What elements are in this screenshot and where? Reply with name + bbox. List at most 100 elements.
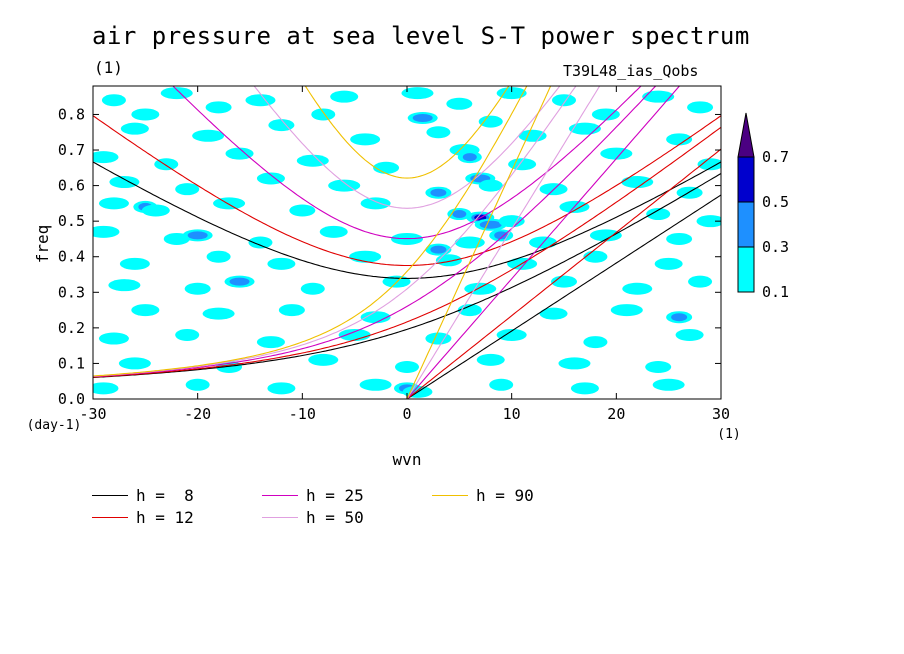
spectrum-patch bbox=[328, 179, 361, 192]
y-tick-label: 0.3 bbox=[58, 283, 85, 301]
y-tick-label: 0.7 bbox=[58, 141, 85, 159]
legend-item: h = 25 bbox=[262, 486, 364, 505]
spectrum-patch bbox=[479, 220, 502, 229]
spectrum-patch bbox=[589, 229, 622, 242]
y-axis-label: freq bbox=[33, 225, 52, 264]
chart-subtitle-unit: (1) bbox=[94, 58, 123, 77]
spectrum-patch bbox=[267, 257, 296, 270]
spectrum-contours bbox=[93, 87, 721, 398]
y-tick-label: 0.5 bbox=[58, 212, 85, 230]
spectrum-patch bbox=[478, 115, 503, 128]
spectrum-patch bbox=[175, 328, 200, 341]
mixed-rossby-gravity-curve bbox=[93, 86, 577, 377]
colorbar-segment bbox=[737, 246, 755, 293]
spectrum-patch bbox=[539, 307, 568, 320]
spectrum-patch bbox=[109, 176, 140, 189]
x-tick-label: 20 bbox=[607, 405, 625, 423]
spectrum-patch bbox=[141, 204, 170, 217]
spectrum-patch bbox=[666, 232, 693, 245]
spectrum-patch bbox=[93, 151, 119, 164]
kelvin-curve bbox=[406, 148, 721, 399]
spectrum-patch bbox=[478, 179, 503, 192]
x-axis-label: wvn bbox=[393, 450, 422, 469]
spectrum-patch bbox=[175, 183, 200, 196]
colorbar-label: 0.7 bbox=[762, 148, 789, 166]
spectrum-patch bbox=[359, 378, 392, 391]
spectrum-patch bbox=[256, 172, 285, 185]
spectrum-patch bbox=[119, 257, 150, 270]
dispersion-curves bbox=[93, 86, 721, 399]
spectrum-patch bbox=[425, 332, 452, 345]
spectrum-patch bbox=[652, 378, 685, 391]
legend-item: h = 90 bbox=[432, 485, 534, 505]
spectrum-patch bbox=[160, 87, 193, 100]
spectrum-patch bbox=[319, 225, 348, 238]
spectrum-patch bbox=[508, 158, 537, 171]
spectrum-patch bbox=[452, 210, 467, 219]
spectrum-patch bbox=[118, 357, 151, 370]
spectrum-patch bbox=[330, 90, 359, 103]
spectrum-patch bbox=[412, 114, 433, 123]
spectrum-patch bbox=[202, 307, 235, 320]
kelvin-curve bbox=[406, 194, 721, 399]
colorbar-label: 0.3 bbox=[762, 238, 789, 256]
inertia-gravity-curve bbox=[172, 86, 642, 240]
spectrum-patch bbox=[583, 336, 608, 349]
spectrum-patch bbox=[184, 282, 211, 295]
spectrum-patch bbox=[666, 133, 693, 146]
spectrum-patch bbox=[430, 188, 447, 197]
legend-label: h = 12 bbox=[136, 507, 194, 527]
spectrum-patch bbox=[518, 129, 547, 142]
spectrum-patch bbox=[671, 313, 688, 322]
spectrum-patch bbox=[498, 215, 525, 228]
spectrum-patch bbox=[225, 147, 254, 160]
colorbar-extension bbox=[737, 112, 755, 158]
mixed-rossby-gravity-curve bbox=[93, 86, 528, 377]
y-axis: 0.0 0.1 0.2 0.3 0.4 0.5 0.6 0.7 0.8 bbox=[58, 105, 721, 408]
x-axis-unit: (1) bbox=[717, 427, 740, 442]
spectrum-patch bbox=[206, 250, 231, 263]
spectrum-patch bbox=[213, 197, 246, 210]
legend-item: h = 8 bbox=[92, 486, 194, 505]
spectrum-patch bbox=[697, 158, 721, 171]
spectrum-patch bbox=[496, 87, 527, 100]
spectrum-patch bbox=[600, 147, 633, 160]
spectrum-patch bbox=[192, 129, 225, 142]
spectrum-patch bbox=[494, 231, 509, 240]
spectrum-patch bbox=[401, 87, 434, 100]
spectrum-patch bbox=[462, 153, 477, 162]
spectrum-patch bbox=[278, 304, 305, 317]
spectrum-patch bbox=[101, 94, 126, 107]
spectrum-patch bbox=[205, 101, 232, 114]
spectrum-patch bbox=[426, 126, 451, 139]
x-tick-label: -30 bbox=[79, 405, 106, 423]
spectrum-patch bbox=[558, 357, 591, 370]
y-tick-label: 0.4 bbox=[58, 248, 85, 266]
x-tick-label: 10 bbox=[503, 405, 521, 423]
inertia-gravity-curve bbox=[93, 161, 721, 279]
spectrum-patch bbox=[552, 94, 576, 107]
mixed-rossby-gravity-curve bbox=[93, 126, 721, 378]
spectrum-patch bbox=[187, 231, 208, 240]
y-tick-label: 0.1 bbox=[58, 354, 85, 372]
legend-label: h = 90 bbox=[476, 485, 534, 505]
spectrum-patch bbox=[675, 328, 704, 341]
inertia-gravity-curve bbox=[93, 115, 721, 267]
colorbar-label: 0.5 bbox=[762, 193, 789, 211]
spectrum-patch bbox=[131, 108, 160, 121]
inertia-gravity-curve bbox=[304, 86, 510, 179]
spectrum-patch bbox=[131, 304, 160, 317]
spectrum-patch bbox=[642, 90, 675, 103]
x-tick-label: -20 bbox=[184, 405, 211, 423]
colorbar-segment bbox=[737, 156, 755, 203]
spectrum-patch bbox=[267, 382, 296, 395]
spectrum-patch bbox=[296, 154, 329, 167]
spectrum-patch bbox=[646, 208, 671, 221]
spectrum-patch bbox=[622, 282, 653, 295]
spectrum-patch bbox=[688, 275, 713, 288]
legend-item: h = 12 bbox=[92, 507, 194, 527]
mixed-rossby-gravity-curve bbox=[93, 86, 657, 378]
kelvin-curve bbox=[406, 86, 552, 399]
kelvin-curve bbox=[406, 86, 601, 399]
legend-swatch bbox=[92, 516, 128, 518]
